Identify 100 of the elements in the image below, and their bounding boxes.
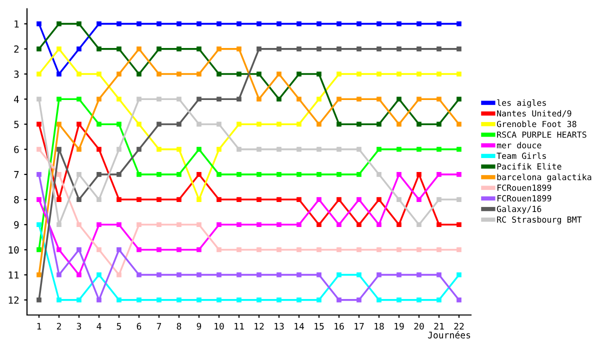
point [196, 298, 202, 302]
y-tick-label: 7 [14, 171, 19, 178]
point [56, 272, 62, 278]
x-tick-label: 6 [136, 322, 142, 330]
point [56, 146, 62, 152]
point [456, 197, 462, 202]
point [396, 122, 402, 127]
point [236, 197, 242, 202]
x-tick-label: 14 [294, 322, 304, 330]
point [196, 197, 202, 202]
point [96, 21, 102, 26]
point [96, 222, 102, 228]
point [396, 72, 402, 76]
point [116, 72, 122, 76]
point [456, 222, 462, 228]
point [376, 197, 382, 202]
point [136, 21, 142, 26]
point [356, 197, 362, 202]
x-tick-label: 3 [76, 322, 82, 330]
point [36, 146, 42, 152]
point [216, 172, 222, 177]
point [316, 247, 322, 252]
point [316, 298, 322, 302]
point [96, 146, 102, 152]
point [436, 21, 442, 26]
point [156, 197, 162, 202]
point [356, 172, 362, 177]
point [296, 298, 302, 302]
point [56, 172, 62, 177]
point [376, 272, 382, 278]
point [416, 197, 422, 202]
point [216, 122, 222, 127]
point [116, 272, 122, 278]
point [56, 222, 62, 228]
legend-label: RC Strasbourg BMT [497, 216, 582, 224]
point [256, 298, 262, 302]
point [116, 46, 122, 52]
point [136, 298, 142, 302]
point [116, 96, 122, 102]
point [256, 72, 262, 76]
point [376, 172, 382, 177]
point [416, 172, 422, 177]
x-tick-label: 21 [434, 322, 444, 330]
point [436, 122, 442, 127]
x-tick-label: 18 [374, 322, 384, 330]
point [136, 96, 142, 102]
point [276, 272, 282, 278]
point [236, 222, 242, 228]
point [436, 222, 442, 228]
point [356, 72, 362, 76]
point [456, 21, 462, 26]
point [296, 122, 302, 127]
point [256, 197, 262, 202]
point [456, 146, 462, 152]
point [156, 272, 162, 278]
point [216, 247, 222, 252]
point [116, 172, 122, 177]
point [116, 222, 122, 228]
point [356, 46, 362, 52]
point [416, 298, 422, 302]
point [176, 72, 182, 76]
point [436, 247, 442, 252]
legend-label: Nantes United/9 [497, 110, 572, 118]
point [96, 72, 102, 76]
point [276, 172, 282, 177]
x-tick-label: 15 [314, 322, 324, 330]
point [416, 46, 422, 52]
point [76, 96, 82, 102]
point [376, 222, 382, 228]
point [456, 122, 462, 127]
point [376, 247, 382, 252]
point [296, 197, 302, 202]
point [396, 222, 402, 228]
point [436, 197, 442, 202]
point [456, 96, 462, 102]
point [336, 197, 342, 202]
x-tick-label: 9 [196, 322, 202, 330]
point [76, 172, 82, 177]
point [56, 72, 62, 76]
point [416, 146, 422, 152]
point [36, 96, 42, 102]
point [136, 222, 142, 228]
point [376, 96, 382, 102]
point [76, 72, 82, 76]
point [356, 247, 362, 252]
y-tick-label: 12 [8, 296, 19, 304]
point [276, 247, 282, 252]
point [236, 172, 242, 177]
point [276, 96, 282, 102]
point [296, 172, 302, 177]
point [136, 247, 142, 252]
point [156, 172, 162, 177]
point [156, 146, 162, 152]
point [136, 122, 142, 127]
point [276, 197, 282, 202]
point [36, 197, 42, 202]
point [196, 96, 202, 102]
point [316, 72, 322, 76]
point [176, 298, 182, 302]
point [436, 46, 442, 52]
